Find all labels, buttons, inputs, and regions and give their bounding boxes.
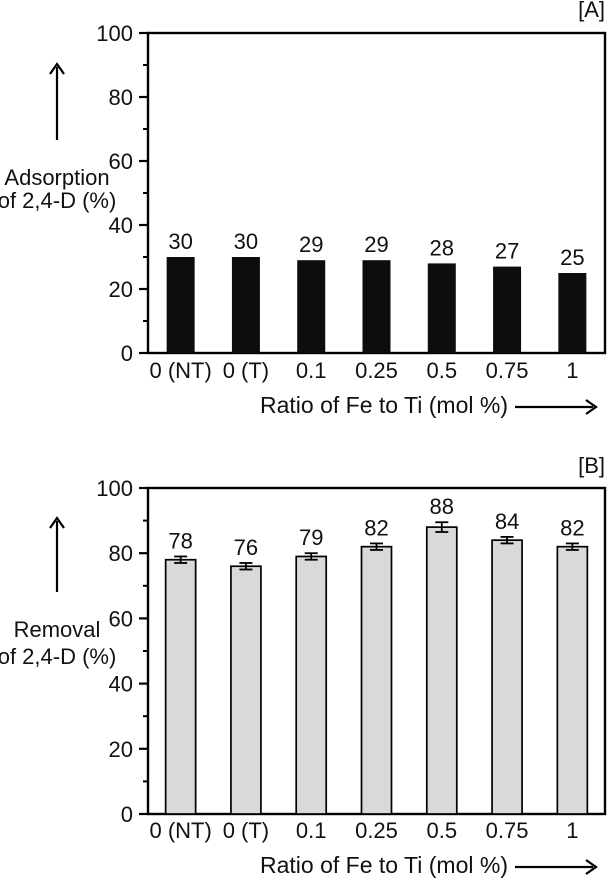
- y-tick-label: 100: [96, 476, 133, 501]
- panel-tag: [A]: [578, 0, 605, 22]
- bar-value-label: 79: [299, 525, 323, 550]
- panel-a-adsorption-chart: 0 20 40 60 80 100 30 0 (NT) 30 0 (T) 29 0.1 29 0.25 28…: [0, 0, 607, 418]
- bar: [360, 545, 393, 815]
- bar: [491, 539, 523, 815]
- right-arrow-icon: [515, 859, 598, 875]
- panel-tag: [B]: [578, 453, 605, 478]
- bar: [230, 565, 262, 815]
- y-axis-label-line1: Adsorption: [4, 165, 109, 190]
- bar-value-label: 76: [234, 535, 258, 560]
- y-tick-label: 100: [96, 21, 133, 46]
- y-axis-label-line2: of 2,4-D (%): [0, 644, 116, 669]
- x-axis-label: Ratio of Fe to Ti (mol %): [260, 392, 508, 418]
- bar: [558, 273, 587, 353]
- bar-value-label: 30: [234, 229, 258, 254]
- x-category-label: 0.75: [486, 818, 529, 843]
- bar: [295, 555, 328, 815]
- x-category-label: 0 (T): [223, 818, 269, 843]
- bar: [164, 558, 197, 815]
- bar-value-label: 30: [168, 229, 192, 254]
- x-category-label: 1: [566, 358, 578, 383]
- right-arrow-icon: [515, 399, 598, 415]
- bar-value-label: 82: [364, 515, 388, 540]
- bar: [231, 257, 260, 353]
- x-axis-label: Ratio of Fe to Ti (mol %): [260, 852, 508, 878]
- bar-value-label: 29: [299, 232, 323, 257]
- y-tick-label: 0: [121, 341, 133, 366]
- bar: [556, 545, 589, 815]
- up-arrow-icon: [49, 62, 65, 140]
- bar: [166, 257, 195, 353]
- y-tick-label: 0: [121, 802, 133, 827]
- y-tick-label: 80: [109, 85, 133, 110]
- y-tick-label: 60: [109, 606, 133, 631]
- y-tick-label: 20: [109, 277, 133, 302]
- x-category-label: 0.5: [426, 358, 457, 383]
- bar: [297, 260, 326, 353]
- x-category-label: 0 (T): [223, 358, 269, 383]
- y-tick-label: 40: [109, 672, 133, 697]
- y-tick-label: 20: [109, 737, 133, 762]
- bar: [427, 263, 456, 353]
- x-category-label: 0.75: [486, 358, 529, 383]
- bar: [425, 526, 458, 815]
- bar-value-label: 88: [430, 494, 454, 519]
- y-tick-label: 80: [109, 541, 133, 566]
- bar-value-label: 78: [168, 528, 192, 553]
- bar-value-label: 25: [560, 245, 584, 270]
- y-tick-label: 60: [109, 149, 133, 174]
- x-category-label: 0.25: [355, 818, 398, 843]
- x-category-label: 0.5: [426, 818, 457, 843]
- y-axis-label-line2: of 2,4-D (%): [0, 188, 116, 213]
- x-category-label: 0.1: [296, 358, 327, 383]
- bar-value-label: 84: [495, 509, 519, 534]
- x-category-label: 0 (NT): [149, 358, 211, 383]
- panel-b-removal-chart: 0 20 40 60 80 100 78 0 (NT) 76 0 (T) 79 0.1 82 0.25 88…: [0, 453, 607, 878]
- x-category-label: 0.1: [296, 818, 327, 843]
- bar: [362, 260, 391, 353]
- bar-value-label: 82: [560, 515, 584, 540]
- bar-value-label: 27: [495, 239, 519, 264]
- x-category-label: 1: [566, 818, 578, 843]
- x-category-label: 0.25: [355, 358, 398, 383]
- x-category-label: 0 (NT): [149, 818, 211, 843]
- bar-value-label: 29: [364, 232, 388, 257]
- up-arrow-icon: [49, 516, 65, 592]
- bar: [493, 266, 522, 353]
- y-axis-label-line1: Removal: [14, 617, 101, 642]
- y-tick-label: 40: [109, 213, 133, 238]
- bar-value-label: 28: [430, 235, 454, 260]
